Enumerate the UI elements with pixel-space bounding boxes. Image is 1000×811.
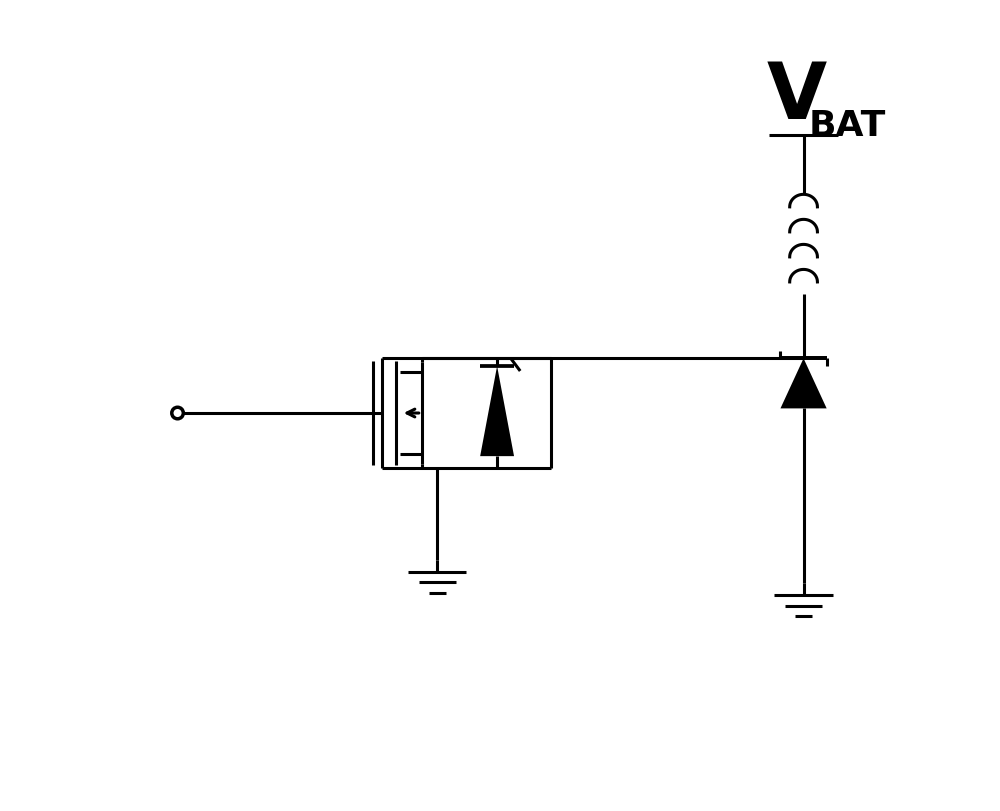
- Text: V: V: [767, 59, 827, 135]
- Polygon shape: [780, 358, 827, 409]
- Polygon shape: [480, 366, 514, 456]
- Text: BAT: BAT: [809, 109, 886, 143]
